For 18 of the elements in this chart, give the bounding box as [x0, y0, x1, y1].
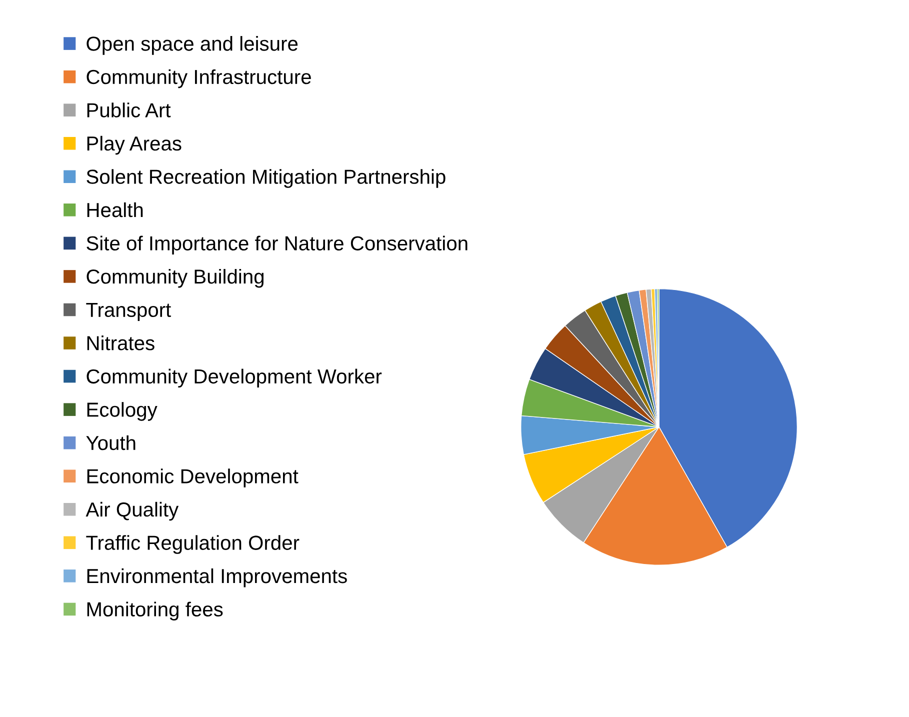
legend-label: Play Areas	[87, 136, 182, 155]
legend-label: Transport	[86, 302, 172, 322]
legend-label: Site of Importance for Nature Conservation	[86, 236, 468, 254]
legend-label: Public Art	[87, 102, 171, 118]
legend-label: Traffic Regulation Order	[86, 535, 300, 554]
legend-label: Environmental Improvements	[87, 568, 347, 588]
legend-label: Community Development Worker	[86, 368, 382, 388]
legend-label: Solent Recreation Mitigation Partnership	[86, 169, 446, 188]
legend-label: Community Building	[86, 268, 264, 288]
legend-label: Open space and leisure	[86, 36, 298, 55]
legend-label: Ecology	[87, 402, 158, 421]
legend-label: Air Quality	[86, 502, 179, 521]
legend-label: Community Infrastructure	[86, 69, 311, 88]
legend-label: Monitoring fees	[87, 602, 223, 620]
legend-label: Youth	[86, 435, 136, 450]
legend-label: Economic Development	[87, 468, 298, 488]
legend-label: Nitrates	[87, 336, 154, 350]
legend-label: Health	[87, 202, 143, 218]
